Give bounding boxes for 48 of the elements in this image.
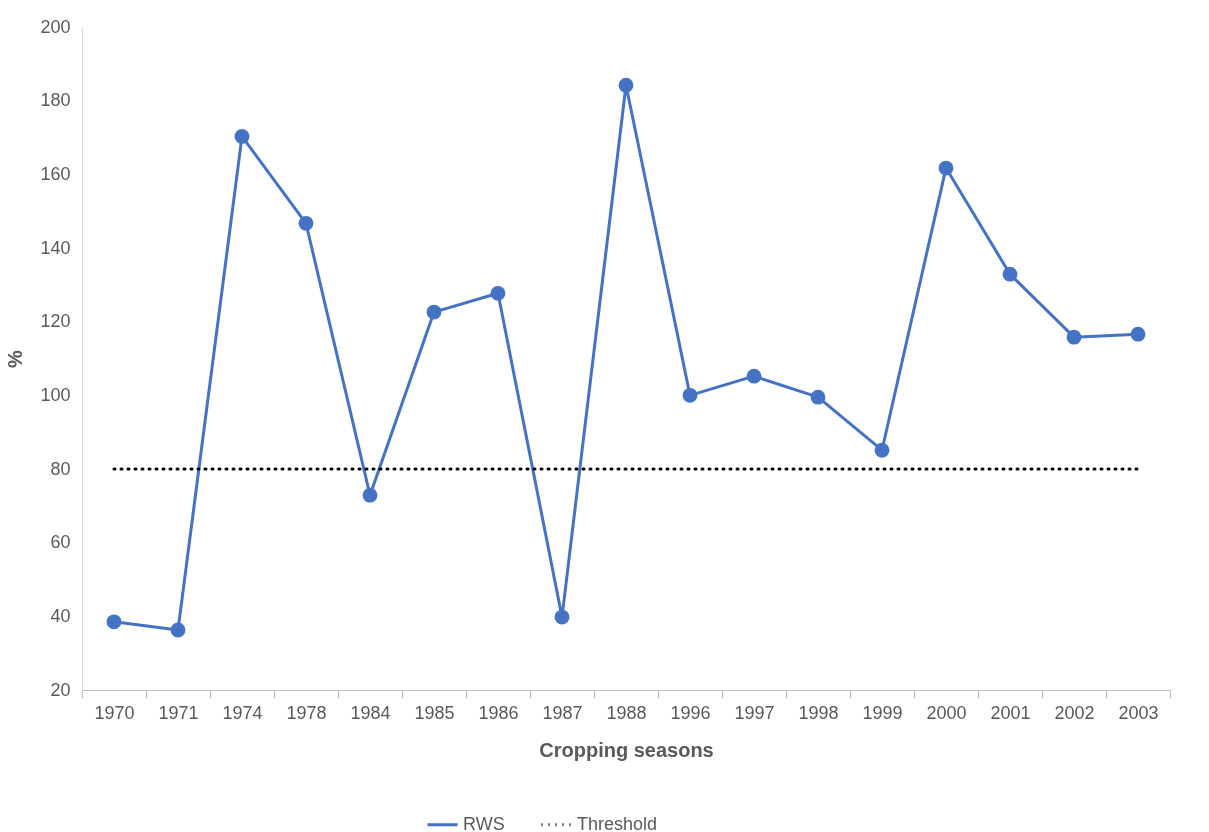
- point: [1130, 326, 1146, 342]
- y-tick-label: 140: [40, 237, 71, 258]
- point: [1002, 266, 1018, 282]
- point: [554, 609, 570, 625]
- x-tick-label: 1997: [734, 702, 775, 723]
- x-tick-label: 1978: [286, 702, 327, 723]
- x-tick-label: 2002: [1054, 702, 1095, 723]
- x-tick-label: 1970: [94, 702, 135, 723]
- x-tick-label: 1971: [158, 702, 199, 723]
- x-tick-label: 2003: [1118, 702, 1159, 723]
- y-axis-title: %: [4, 349, 27, 368]
- point: [106, 614, 122, 630]
- point: [1066, 329, 1082, 345]
- y-tick-label: 40: [50, 605, 71, 626]
- point: [362, 487, 378, 503]
- y-tick-label: 20: [50, 679, 71, 700]
- point: [490, 285, 506, 301]
- point: [170, 622, 186, 638]
- y-tick-label: 100: [40, 384, 71, 405]
- point: [874, 442, 890, 458]
- x-tick-label: 1986: [478, 702, 519, 723]
- y-tick-label: 200: [40, 16, 71, 37]
- x-tick-label: 1987: [542, 702, 583, 723]
- x-tick-label: 1985: [414, 702, 455, 723]
- x-tick-label: 1984: [350, 702, 391, 723]
- x-tick-label: 2000: [926, 702, 967, 723]
- x-axis-title: Cropping seasons: [539, 738, 714, 761]
- legend-label: Threshold: [577, 813, 658, 832]
- point: [298, 215, 314, 231]
- point: [682, 387, 698, 403]
- x-tick-label: 2001: [990, 702, 1031, 723]
- x-tick-label: 1999: [862, 702, 903, 723]
- point: [810, 389, 826, 405]
- point: [234, 128, 250, 144]
- point: [938, 160, 954, 176]
- y-tick-label: 180: [40, 90, 71, 111]
- x-tick-label: 1998: [798, 702, 839, 723]
- x-tick-label: 1974: [222, 702, 263, 723]
- x-tick-label: 1988: [606, 702, 647, 723]
- point: [426, 304, 442, 320]
- point: [618, 77, 634, 93]
- y-tick-label: 60: [50, 532, 71, 553]
- legend-label: RWS: [463, 813, 505, 832]
- y-tick-label: 160: [40, 163, 71, 184]
- y-tick-label: 80: [50, 458, 71, 479]
- x-tick-label: 1996: [670, 702, 711, 723]
- point: [746, 368, 762, 384]
- y-tick-label: 120: [40, 311, 71, 332]
